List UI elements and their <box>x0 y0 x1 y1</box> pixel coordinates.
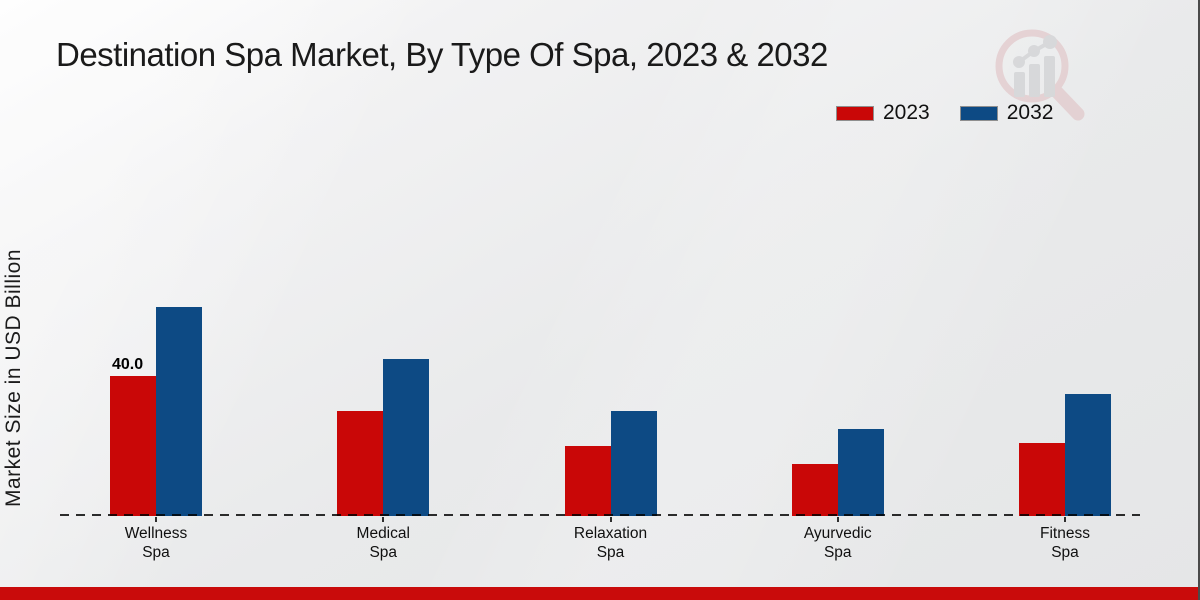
bar-2023-ayurvedic-spa <box>791 464 838 516</box>
legend-item-2023: 2023 <box>836 101 930 125</box>
x-tick <box>1064 517 1066 522</box>
x-tick <box>836 517 839 522</box>
bar-2032-wellness-spa <box>156 307 202 516</box>
bottom-red-band <box>0 587 1200 600</box>
magnifier-bar-chart-logo-icon <box>995 29 1085 121</box>
bar-2023-wellness-spa <box>110 376 156 516</box>
bar-2032-fitness-spa <box>1065 394 1111 516</box>
x-category-label-ayurvedic-spa: Ayurvedic Spa <box>803 525 872 561</box>
bar-2032-ayurvedic-spa <box>837 429 884 516</box>
legend-label: 2032 <box>1006 101 1054 124</box>
bar-2023-relaxation-spa <box>564 446 611 516</box>
right-edge-border <box>1198 0 1200 600</box>
bar-2023-medical-spa <box>337 411 384 516</box>
legend-item-2032: 2032 <box>959 101 1054 125</box>
bar-2032-relaxation-spa <box>610 411 657 516</box>
x-tick <box>382 517 385 522</box>
legend: 2023 2032 <box>836 101 1053 125</box>
legend-label: 2023 <box>883 101 930 124</box>
legend-swatch-2023 <box>836 105 874 121</box>
x-category-label-fitness-spa: Fitness Spa <box>1040 525 1090 561</box>
x-tick <box>609 517 612 522</box>
bar-2032-medical-spa <box>383 359 430 516</box>
x-category-label-relaxation-spa: Relaxation Spa <box>573 525 648 561</box>
y-axis-label: Market Size in USD Billion <box>2 248 25 508</box>
bar-2023-fitness-spa <box>1019 443 1065 516</box>
x-category-label-medical-spa: Medical Spa <box>356 525 410 561</box>
x-tick <box>155 517 157 522</box>
x-axis-baseline <box>60 514 1140 516</box>
chart-title: Destination Spa Market, By Type Of Spa, … <box>56 36 828 73</box>
legend-swatch-2032 <box>959 105 998 121</box>
x-category-label-wellness-spa: Wellness Spa <box>124 525 188 561</box>
bar-value-label: 40.0 <box>112 356 144 373</box>
